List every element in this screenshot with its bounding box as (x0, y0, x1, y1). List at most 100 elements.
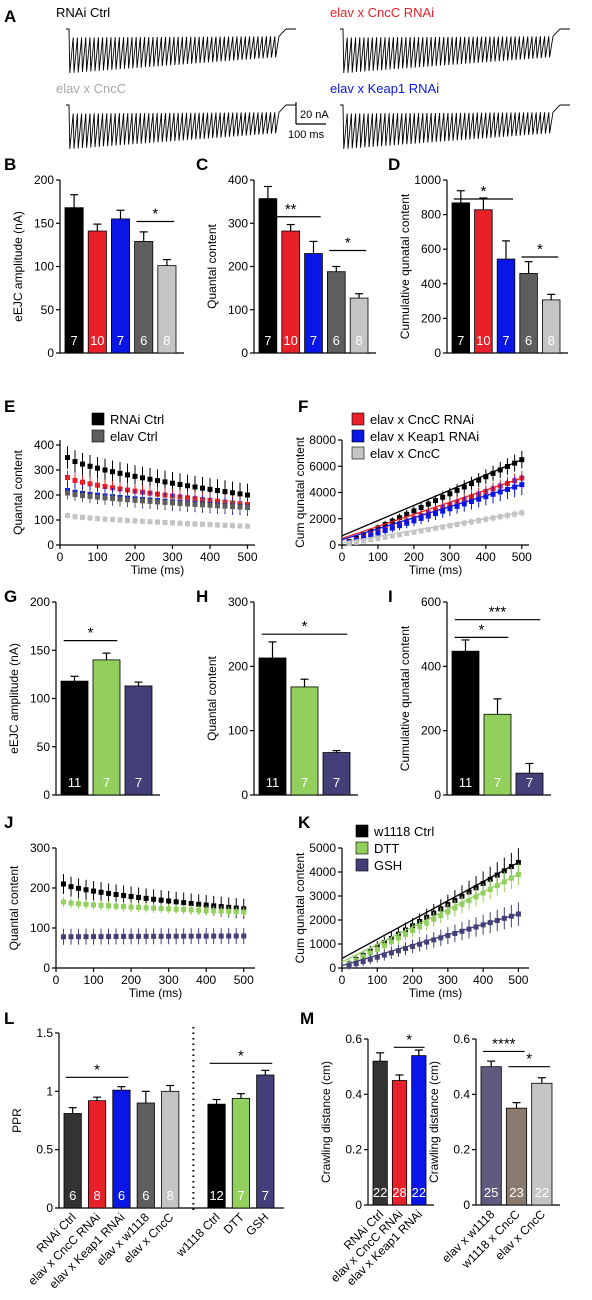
data-point (218, 908, 224, 914)
n-label: 25 (484, 1185, 498, 1200)
y-tick-label: 300 (34, 463, 54, 477)
data-point (461, 501, 467, 507)
x-tick-label: 500 (237, 550, 257, 564)
data-point (410, 943, 416, 949)
data-point (117, 517, 123, 523)
n-label: 8 (93, 1188, 100, 1203)
legend-swatch (351, 412, 365, 426)
y-tick-label: 200 (34, 173, 54, 187)
panel-letter-M: M (300, 1009, 314, 1028)
y-axis-label: Cum qunatal content (293, 436, 307, 547)
data-point (113, 903, 119, 909)
data-point (410, 928, 416, 934)
n-label: 7 (135, 775, 142, 790)
data-point (382, 534, 388, 540)
data-point (374, 954, 380, 960)
bar (483, 713, 512, 796)
data-point (132, 518, 138, 524)
data-point (110, 469, 115, 475)
data-point (95, 516, 100, 522)
data-point (222, 522, 228, 528)
n-label: 10 (476, 333, 490, 348)
data-point (65, 513, 70, 518)
data-point (91, 888, 97, 894)
legend-swatch (355, 824, 369, 838)
data-point (404, 511, 410, 517)
data-point (143, 895, 149, 901)
data-point (128, 933, 134, 939)
data-point (188, 933, 194, 939)
series-dtt (61, 897, 247, 917)
data-point (241, 909, 247, 915)
data-point (188, 900, 194, 906)
x-tick-label: 200 (125, 550, 145, 564)
n-label: 23 (509, 1185, 523, 1200)
data-point (128, 893, 134, 899)
data-point (215, 522, 220, 528)
y-tick-label: 0 (241, 346, 248, 360)
n-label: 6 (525, 333, 532, 348)
legend-swatch (355, 841, 369, 855)
n-label: 6 (69, 1188, 76, 1203)
data-point (508, 913, 514, 919)
legend-swatch (351, 429, 365, 443)
series-elav-x-cncc (341, 508, 525, 547)
data-point (487, 920, 493, 926)
data-point (125, 472, 130, 478)
data-point (72, 492, 78, 498)
data-point (170, 500, 175, 506)
significance-label: * (302, 618, 308, 635)
data-point (508, 875, 514, 881)
significance-label: * (88, 625, 94, 642)
trace-label: elav x Keap1 RNAi (330, 81, 439, 96)
data-point (192, 501, 198, 507)
data-point (438, 935, 444, 941)
data-point (368, 532, 374, 538)
series-elav-x-keap1-rnai (341, 474, 525, 546)
scalebar-time: 100 ms (288, 129, 325, 141)
data-point (158, 906, 164, 912)
data-point (65, 455, 70, 460)
x-tick-label: 0 (339, 550, 346, 564)
y-tick-label: 200 (30, 881, 50, 895)
y-tick-label: 200 (421, 724, 441, 738)
panel-B-bar-chart: 0 50 100 150 200 eEJC amplitude (nA) 7 10 7 6 8 * (11, 173, 184, 360)
panel-letter-J: J (4, 813, 13, 832)
data-point (192, 484, 198, 490)
data-point (185, 521, 190, 527)
x-tick-label: 500 (512, 550, 532, 564)
legend-label: elav x CncC (370, 446, 440, 461)
data-point (72, 459, 78, 465)
data-point (424, 920, 430, 926)
data-point (151, 905, 157, 911)
x-axis-label: Time (ms) (409, 563, 463, 577)
data-point (425, 501, 431, 507)
legend-label: DTT (374, 841, 399, 856)
data-point (497, 514, 503, 520)
data-point (72, 514, 78, 520)
y-tick-label: 0 (463, 1198, 470, 1212)
bar (92, 659, 121, 796)
data-point (68, 934, 74, 940)
trace-label: elav x CncC RNAi (330, 5, 434, 20)
data-point (203, 933, 209, 939)
data-point (411, 518, 417, 524)
data-point (404, 520, 410, 526)
y-axis-label: Quantal content (205, 223, 219, 308)
data-point (72, 477, 78, 483)
data-point (155, 478, 160, 484)
bar (258, 198, 278, 354)
data-point (215, 488, 220, 494)
n-label: 7 (494, 775, 501, 790)
data-point (177, 500, 183, 506)
y-tick-label: 300 (228, 595, 248, 609)
legend-label: elav Ctrl (110, 429, 158, 444)
data-point (519, 510, 525, 516)
data-point (80, 479, 85, 485)
panel-A-scalebar: 20 nA 100 ms (288, 102, 329, 141)
data-point (128, 904, 134, 910)
data-point (454, 503, 460, 509)
data-point (367, 956, 373, 962)
data-point (454, 487, 460, 493)
